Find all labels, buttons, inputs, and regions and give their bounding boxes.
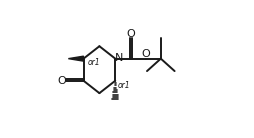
Text: O: O [126,29,135,39]
Text: or1: or1 [118,81,131,90]
Text: O: O [57,76,66,86]
Text: or1: or1 [88,58,100,67]
Polygon shape [68,56,84,61]
Text: O: O [141,49,150,59]
Text: N: N [115,53,123,63]
